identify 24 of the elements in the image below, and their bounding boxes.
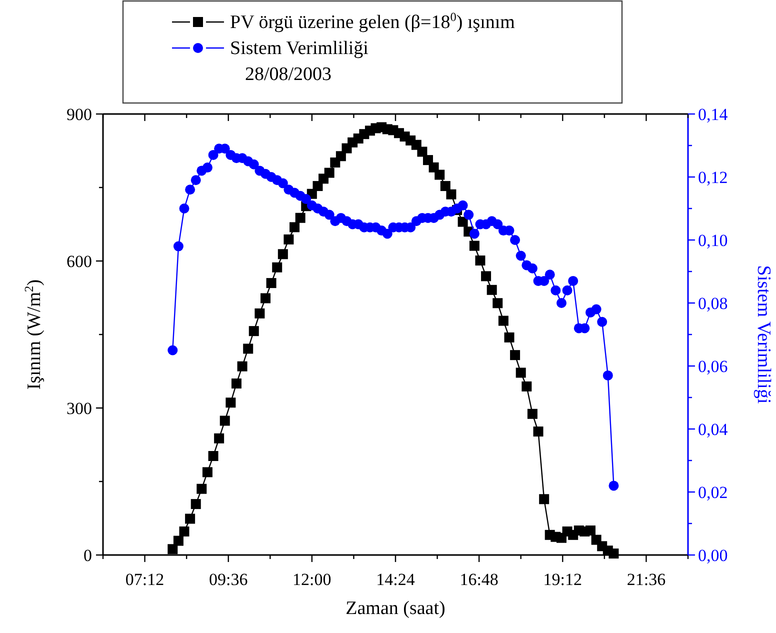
y2-tick-label: 0,02	[698, 483, 728, 502]
y-tick-label: 300	[66, 399, 92, 418]
y2-tick-label: 0,04	[698, 420, 728, 439]
legend-label: PV örgü üzerine gelen (β=18$^{0}$) ışınım	[230, 10, 516, 33]
x-tick-label: 21:36	[626, 570, 666, 589]
x-tick-label: 19:12	[543, 570, 582, 589]
legend-label: Sistem Verimliliği	[230, 38, 368, 59]
y2-axis-title: Sistem Verimliliği	[753, 265, 774, 404]
y-tick-label: 900	[66, 105, 92, 124]
x-axis-title: Zaman (saat)	[346, 598, 446, 619]
y2-tick-label: 0,12	[698, 168, 728, 187]
x-tick-label: 12:00	[292, 570, 332, 589]
y2-tick-label: 0,14	[698, 105, 728, 124]
x-tick-label: 16:48	[460, 570, 498, 589]
y2-tick-label: 0,08	[698, 294, 728, 313]
y-tick-label: 600	[66, 252, 92, 271]
x-tick-label: 09:36	[208, 570, 248, 589]
x-tick-label: 14:24	[376, 570, 416, 589]
y2-tick-label: 0,00	[698, 546, 728, 565]
y2-tick-label: 0,10	[698, 231, 728, 250]
y-tick-label: 0	[84, 546, 92, 565]
chart-subtitle: 28/08/2003	[245, 64, 332, 85]
x-tick-label: 07:12	[125, 570, 164, 589]
y2-tick-label: 0,06	[698, 357, 728, 376]
